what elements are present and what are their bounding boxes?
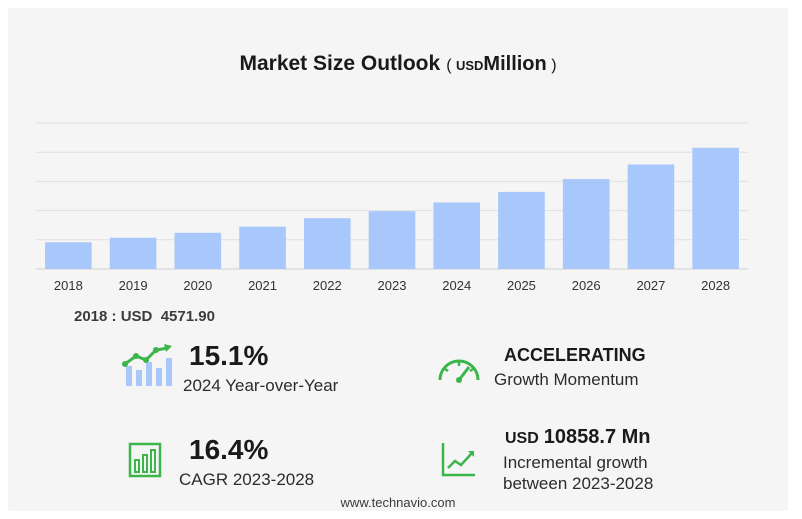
yoy-label: 2024 Year-over-Year xyxy=(183,376,339,395)
base-year-label: 2018 : USD xyxy=(74,308,153,325)
trend-line-icon xyxy=(441,443,475,477)
chart-title: Market Size Outlook( USDMillion ) xyxy=(8,52,788,76)
incremental-value: 10858.7 Mn xyxy=(543,426,651,448)
x-tick-2022: 2022 xyxy=(313,278,342,293)
bar-chart-icon xyxy=(128,442,162,478)
momentum-label: Growth Momentum xyxy=(494,370,639,389)
x-tick-2026: 2026 xyxy=(572,278,601,293)
x-tick-2028: 2028 xyxy=(701,278,730,293)
unit-scale: Million xyxy=(483,53,547,75)
bar-2023 xyxy=(368,211,416,269)
chart-title-main: Market Size Outlook xyxy=(239,52,441,75)
bar-2020 xyxy=(174,232,222,269)
bar-2024 xyxy=(433,202,481,269)
bar-2028 xyxy=(692,147,739,269)
incremental-heading: USD 10858.7 Mn xyxy=(505,426,651,449)
cagr-label: CAGR 2023-2028 xyxy=(179,470,315,489)
market-outlook-card: Market Size Outlook( USDMillion ) 2018 20… xyxy=(8,8,788,511)
base-year-amount: 4571.90 xyxy=(160,308,215,325)
base-year-value: 2018 : USD 4571.90 xyxy=(74,308,215,325)
source-footer: www.technavio.com xyxy=(340,495,456,510)
yoy-value: 15.1% xyxy=(189,340,269,371)
x-tick-2020: 2020 xyxy=(183,278,212,293)
x-tick-2023: 2023 xyxy=(378,278,407,293)
growth-chart-icon xyxy=(122,344,172,386)
unit-currency: USD xyxy=(455,58,484,73)
x-tick-2025: 2025 xyxy=(507,278,536,293)
chart-x-ticks: 2018 2019 2020 2021 2022 2023 2024 2025 2026 2027… xyxy=(54,278,730,293)
momentum-heading: ACCELERATING xyxy=(504,345,646,365)
speedometer-icon xyxy=(438,359,480,383)
x-tick-2024: 2024 xyxy=(442,278,471,293)
unit-close-paren: ) xyxy=(551,57,557,74)
bar-2021 xyxy=(239,226,286,269)
bar-chart: 2018 2019 2020 2021 2022 2023 2024 2025 2026 2027… xyxy=(36,122,748,293)
x-tick-2021: 2021 xyxy=(248,278,277,293)
incremental-label-line2: between 2023-2028 xyxy=(503,474,654,493)
bar-2019 xyxy=(109,237,157,269)
unit-open-paren: ( xyxy=(446,57,452,74)
x-tick-2027: 2027 xyxy=(636,278,665,293)
x-tick-2018: 2018 xyxy=(54,278,83,293)
bar-2027 xyxy=(627,164,675,269)
bar-2026 xyxy=(562,179,610,269)
cagr-value: 16.4% xyxy=(189,434,269,465)
incremental-label-line1: Incremental growth xyxy=(503,453,648,472)
chart-title-unit: ( USDMillion ) xyxy=(446,53,557,75)
incremental-unit: USD xyxy=(505,430,539,447)
bar-2025 xyxy=(498,191,545,269)
x-tick-2019: 2019 xyxy=(119,278,148,293)
chart-bars xyxy=(45,147,739,269)
bar-2018 xyxy=(45,242,92,269)
bar-2022 xyxy=(303,218,351,269)
